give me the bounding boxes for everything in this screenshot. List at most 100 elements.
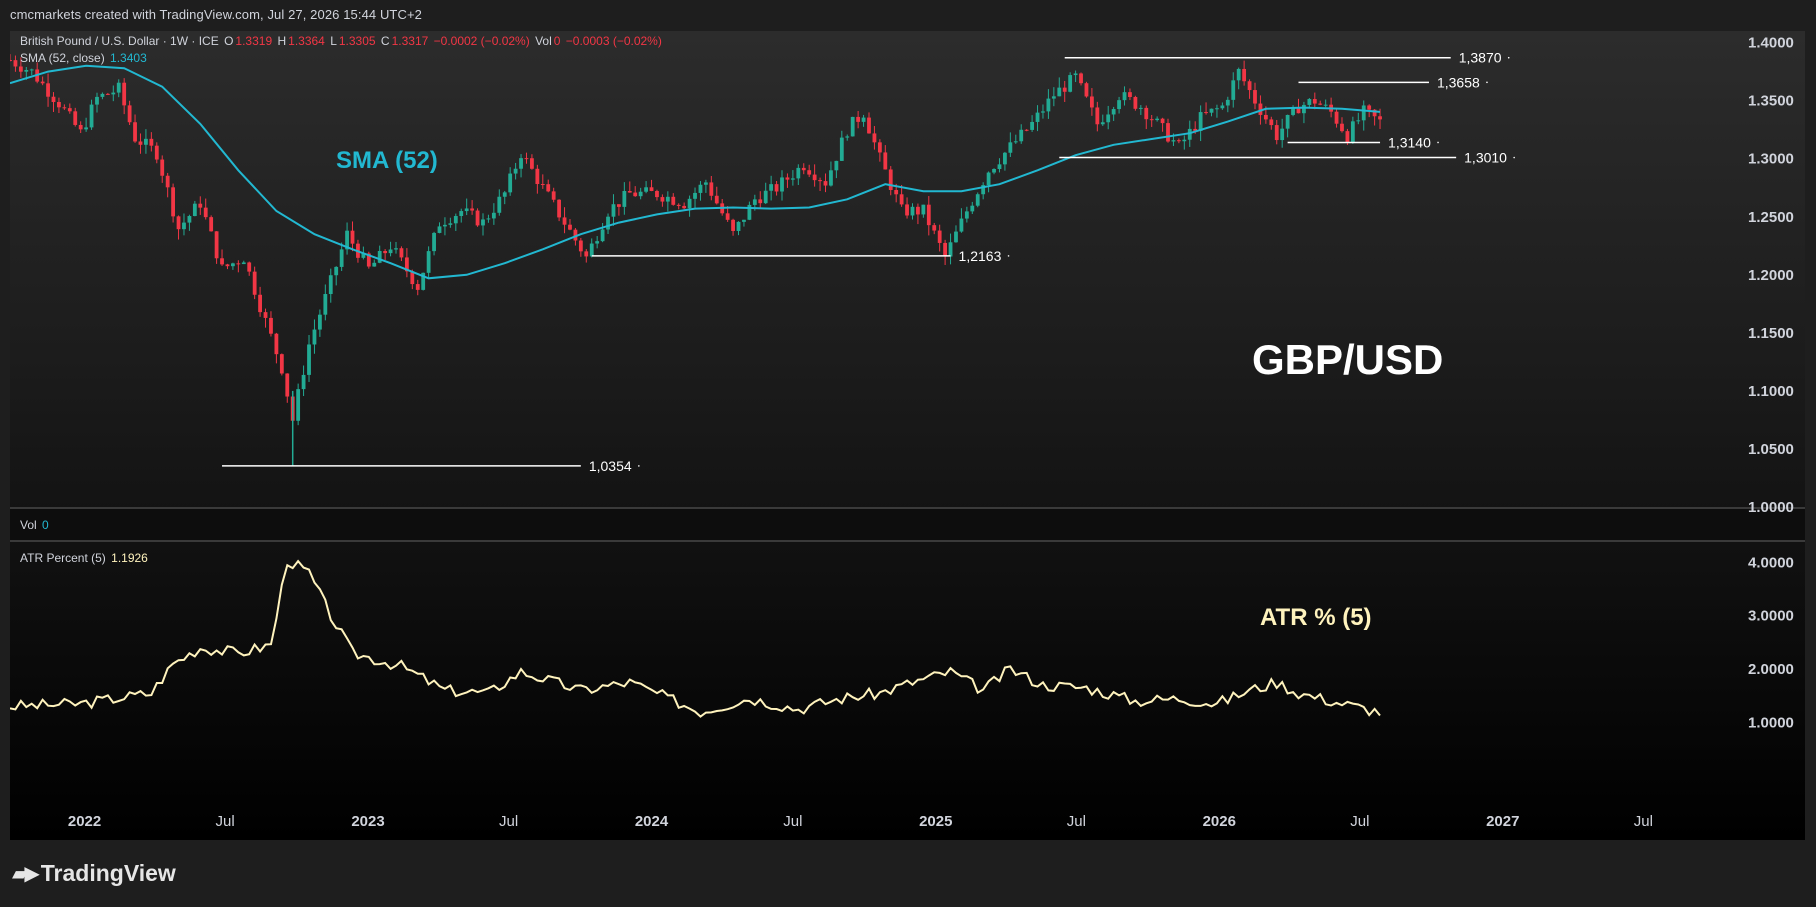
candle-body[interactable] <box>154 145 159 160</box>
candle-body[interactable] <box>46 83 50 97</box>
candle-body[interactable] <box>1345 131 1350 143</box>
candle-body[interactable] <box>18 66 23 72</box>
candle-body[interactable] <box>372 262 377 267</box>
candle-body[interactable] <box>241 262 246 265</box>
candle-body[interactable] <box>703 182 708 185</box>
candle-body[interactable] <box>252 271 257 295</box>
candle-body[interactable] <box>519 158 523 169</box>
candle-body[interactable] <box>1323 104 1328 106</box>
candle-body[interactable] <box>584 251 589 257</box>
candle-body[interactable] <box>437 226 442 233</box>
candle-body[interactable] <box>981 185 986 195</box>
atr-legend[interactable]: ATR Percent (5) 1.1926 <box>20 551 150 565</box>
candle-body[interactable] <box>361 253 366 258</box>
candle-body[interactable] <box>551 191 556 200</box>
candle-body[interactable] <box>557 199 562 218</box>
candle-body[interactable] <box>959 218 964 232</box>
candle-body[interactable] <box>1046 98 1051 112</box>
candle-body[interactable] <box>1122 92 1127 101</box>
tradingview-logo[interactable]: ▰▶ TradingView <box>12 860 176 887</box>
candle-body[interactable] <box>975 194 980 206</box>
candle-body[interactable] <box>1155 118 1160 121</box>
candle-body[interactable] <box>1361 105 1366 121</box>
candle-body[interactable] <box>339 249 344 267</box>
candle-body[interactable] <box>1291 107 1295 115</box>
candle-body[interactable] <box>1079 73 1083 84</box>
candle-body[interactable] <box>1236 68 1241 81</box>
candle-body[interactable] <box>921 204 926 215</box>
atr-legend-label[interactable]: ATR Percent (5) <box>20 551 106 565</box>
candle-body[interactable] <box>1013 141 1018 143</box>
candle-body[interactable] <box>144 138 148 145</box>
candle-body[interactable] <box>383 250 388 254</box>
candle-body[interactable] <box>323 294 328 315</box>
volume-pane[interactable] <box>10 507 1805 541</box>
candle-body[interactable] <box>1215 108 1219 110</box>
candle-body[interactable] <box>176 216 181 230</box>
candle-body[interactable] <box>899 194 904 205</box>
candle-body[interactable] <box>165 175 170 188</box>
candle-body[interactable] <box>1378 116 1382 120</box>
candle-body[interactable] <box>160 159 165 176</box>
symbol-name[interactable]: British Pound / U.S. Dollar · 1W · ICE <box>20 34 219 48</box>
candle-body[interactable] <box>1106 114 1111 123</box>
candle-body[interactable] <box>611 204 616 217</box>
candle-body[interactable] <box>709 182 714 196</box>
candle-body[interactable] <box>84 127 89 130</box>
candle-body[interactable] <box>845 136 850 138</box>
candle-body[interactable] <box>774 184 779 192</box>
candle-body[interactable] <box>562 217 567 225</box>
candle-body[interactable] <box>796 167 801 179</box>
candle-body[interactable] <box>964 211 969 219</box>
candle-body[interactable] <box>377 250 382 263</box>
candle-body[interactable] <box>448 223 453 225</box>
candle-body[interactable] <box>1220 105 1225 109</box>
candle-body[interactable] <box>1128 92 1132 97</box>
candle-body[interactable] <box>78 124 83 130</box>
candle-body[interactable] <box>780 177 784 192</box>
candle-body[interactable] <box>350 230 355 244</box>
candle-body[interactable] <box>334 266 339 276</box>
candle-body[interactable] <box>790 178 795 180</box>
candle-body[interactable] <box>747 204 752 220</box>
candle-body[interactable] <box>366 253 371 267</box>
candle-body[interactable] <box>665 196 670 202</box>
candle-body[interactable] <box>1318 103 1323 105</box>
candle-body[interactable] <box>861 117 866 122</box>
candle-body[interactable] <box>263 312 268 318</box>
sma-52-line[interactable] <box>10 64 1381 280</box>
candle-body[interactable] <box>481 219 485 226</box>
candle-body[interactable] <box>568 224 572 230</box>
candle-body[interactable] <box>301 374 306 390</box>
candle-body[interactable] <box>1149 119 1154 121</box>
candle-body[interactable] <box>888 169 893 190</box>
candle-body[interactable] <box>111 92 116 95</box>
candle-body[interactable] <box>328 275 333 295</box>
candle-body[interactable] <box>948 242 953 257</box>
candle-body[interactable] <box>187 216 192 223</box>
candle-body[interactable] <box>801 167 806 171</box>
candle-body[interactable] <box>1247 81 1252 91</box>
candle-body[interactable] <box>203 207 208 218</box>
candle-body[interactable] <box>872 133 877 143</box>
candle-body[interactable] <box>1204 112 1208 114</box>
candle-body[interactable] <box>807 170 812 175</box>
candle-body[interactable] <box>573 229 578 241</box>
candle-body[interactable] <box>513 168 518 174</box>
candle-body[interactable] <box>1084 83 1089 97</box>
candle-body[interactable] <box>540 184 545 186</box>
candle-body[interactable] <box>214 231 219 259</box>
candle-body[interactable] <box>1111 109 1116 115</box>
candle-body[interactable] <box>1280 128 1285 141</box>
candle-body[interactable] <box>655 191 659 198</box>
vol-pane-legend[interactable]: Vol 0 <box>20 518 51 532</box>
candle-body[interactable] <box>388 249 393 254</box>
candle-body[interactable] <box>682 205 687 209</box>
candle-body[interactable] <box>209 217 214 232</box>
candle-body[interactable] <box>470 208 475 211</box>
candle-body[interactable] <box>1117 100 1121 110</box>
candle-body[interactable] <box>823 181 828 186</box>
candle-body[interactable] <box>736 221 741 231</box>
candle-body[interactable] <box>1372 109 1377 117</box>
candle-body[interactable] <box>1263 114 1268 120</box>
